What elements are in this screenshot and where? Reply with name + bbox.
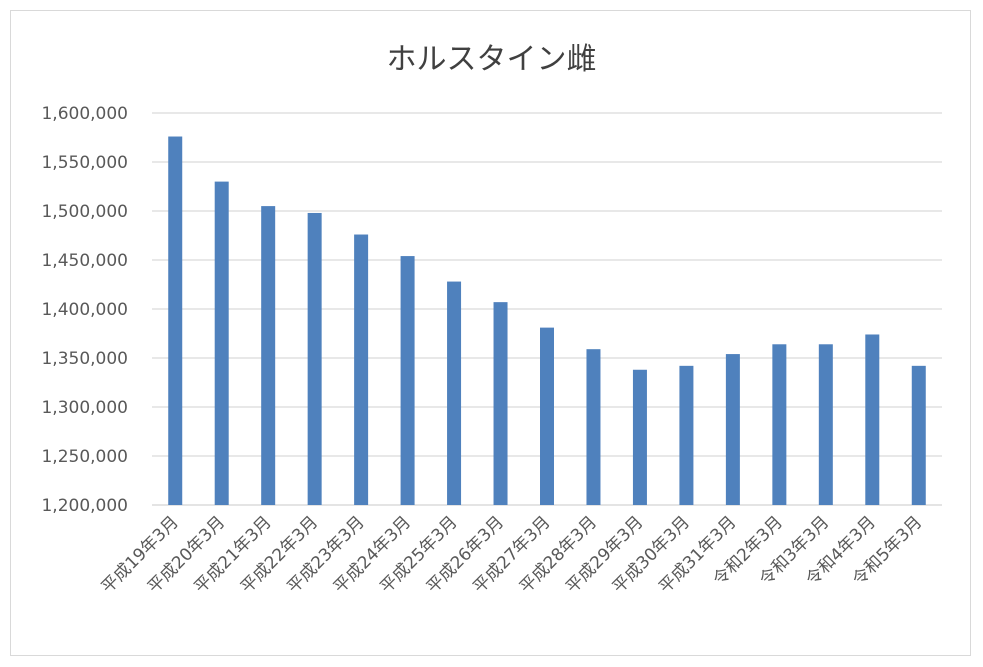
- bar: [493, 302, 508, 505]
- bar: [400, 256, 415, 505]
- y-tick-label: 1,200,000: [41, 496, 128, 516]
- bar: [168, 136, 183, 505]
- y-tick-label: 1,300,000: [41, 398, 128, 418]
- y-tick-label: 1,600,000: [41, 104, 128, 124]
- bar: [818, 344, 833, 505]
- bar: [447, 281, 462, 505]
- bar: [679, 365, 694, 505]
- y-tick-label: 1,500,000: [41, 202, 128, 222]
- x-axis-ticks: 平成19年3月平成20年3月平成21年3月平成22年3月平成23年3月平成24年…: [98, 512, 927, 597]
- bar: [772, 344, 787, 505]
- bar: [261, 206, 276, 505]
- bar: [307, 212, 322, 505]
- y-tick-label: 1,400,000: [41, 300, 128, 320]
- bar: [632, 369, 647, 505]
- bars: [168, 136, 926, 505]
- bar: [725, 354, 740, 505]
- bar: [586, 349, 601, 505]
- bar: [214, 181, 229, 505]
- chart-title: ホルスタイン雌: [386, 42, 597, 77]
- bar: [354, 234, 369, 505]
- y-tick-label: 1,350,000: [41, 349, 128, 369]
- y-tick-label: 1,550,000: [41, 153, 128, 173]
- bar: [911, 365, 926, 505]
- bar: [540, 327, 554, 505]
- y-axis-ticks: 1,200,000 1,250,000 1,300,000 1,350,000 1,40…: [41, 104, 128, 516]
- y-tick-label: 1,450,000: [41, 251, 128, 271]
- y-tick-label: 1,250,000: [41, 447, 128, 467]
- bar: [865, 334, 880, 505]
